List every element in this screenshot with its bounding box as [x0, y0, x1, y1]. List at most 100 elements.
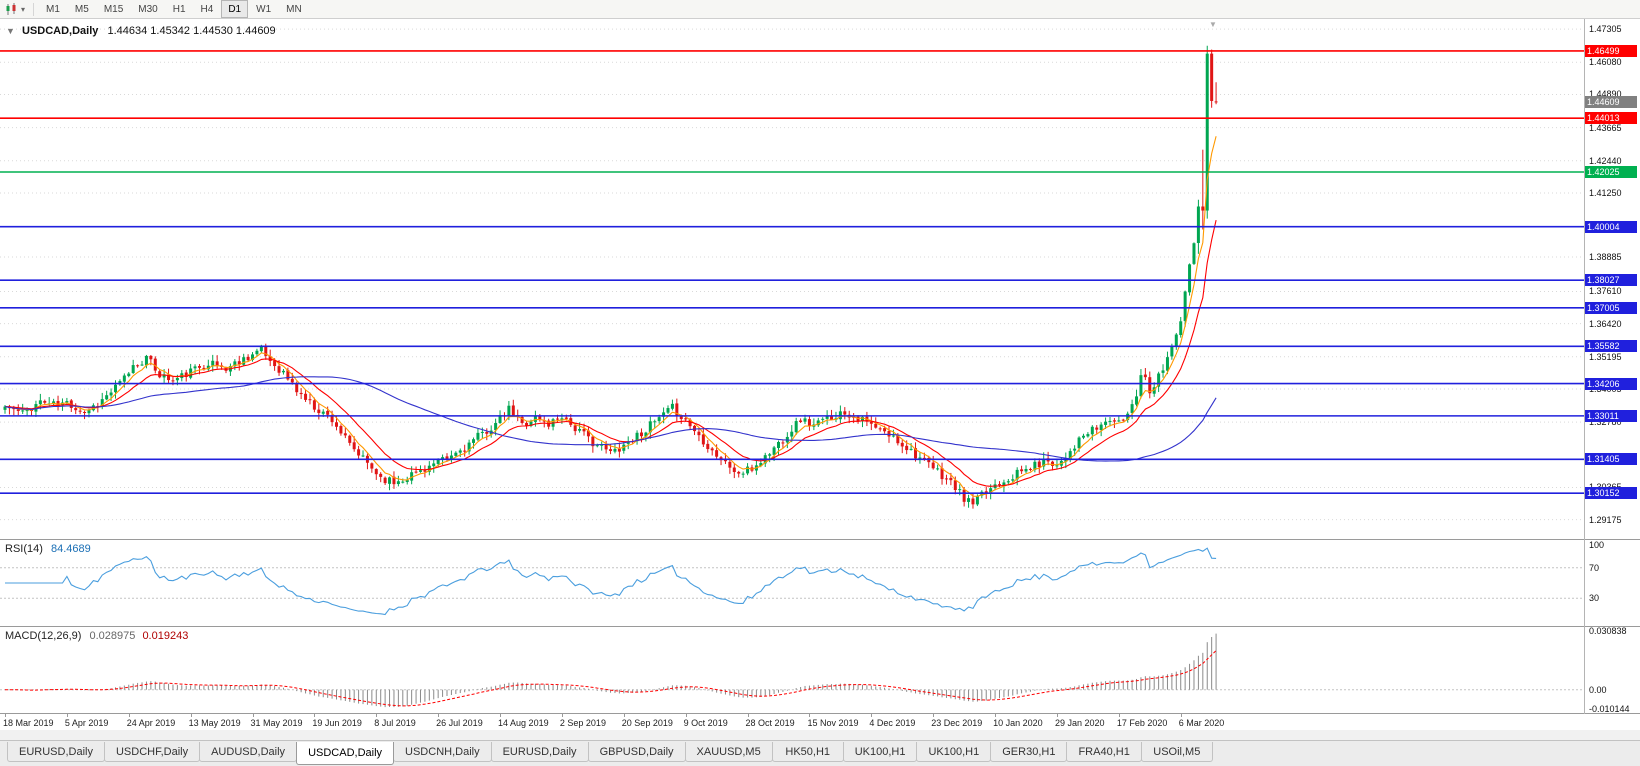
candlestick-chart-icon[interactable] — [3, 1, 21, 18]
price-gridlines — [0, 28, 1584, 521]
timeframe-button-h4[interactable]: H4 — [200, 3, 214, 15]
timeframe-button-group: M1 M5 M15 M30 H1 H4 D1 W1 MN — [39, 0, 310, 19]
chart-shift-marker-icon[interactable]: ▼ — [1209, 20, 1217, 29]
date-tick — [252, 714, 254, 717]
date-tick — [66, 714, 68, 717]
chart-tab-xauusd-m5[interactable]: XAUUSD,M5 — [684, 742, 773, 762]
timeframe-button-h1[interactable]: H1 — [172, 3, 186, 15]
chart-tab-hk50-h1[interactable]: HK50,H1 — [771, 742, 844, 762]
chart-tabs-bar: EURUSD,Daily USDCHF,Daily AUDUSD,Daily USDC… — [0, 740, 1640, 766]
date-label[interactable]: 9 Oct 2019 — [683, 718, 728, 728]
moving-average-ema-5[interactable] — [4, 136, 1217, 497]
rsi-line[interactable] — [5, 547, 1217, 616]
date-label[interactable]: 20 Sep 2019 — [621, 718, 673, 728]
timeframe-button-m1[interactable]: M1 — [46, 3, 60, 15]
date-label[interactable]: 10 Jan 2020 — [993, 718, 1043, 728]
price-line-badge[interactable]: 1.40004 — [1584, 220, 1637, 233]
date-label[interactable]: 2 Sep 2019 — [559, 718, 606, 728]
chart-area[interactable]: ▼ USDCAD,Daily 1.44634 1.45342 1.44530 1… — [0, 19, 1640, 730]
macd-axis-label: -0.010144 — [1589, 704, 1630, 714]
price-line-badge[interactable]: 1.46499 — [1584, 44, 1637, 57]
chart-tab-fra40-h1[interactable]: FRA40,H1 — [1066, 742, 1142, 762]
moving-average-sma-55[interactable] — [4, 376, 1217, 462]
date-label[interactable]: 4 Dec 2019 — [869, 718, 916, 728]
timeframe-button-d1[interactable]: D1 — [221, 0, 249, 18]
date-label[interactable]: 6 Mar 2020 — [1178, 718, 1225, 728]
date-label[interactable]: 31 May 2019 — [250, 718, 303, 728]
timeframe-button-m5[interactable]: M5 — [74, 3, 89, 15]
date-label[interactable]: 26 Jul 2019 — [436, 718, 483, 728]
current-price-badge[interactable]: 1.44609 — [1584, 96, 1637, 109]
date-label[interactable]: 28 Oct 2019 — [745, 718, 795, 728]
date-label[interactable]: 24 Apr 2019 — [126, 718, 176, 728]
price-line-badge[interactable]: 1.38027 — [1584, 274, 1637, 287]
price-line-badge[interactable]: 1.34206 — [1584, 377, 1637, 390]
chart-tab-usoil-m5[interactable]: USOil,M5 — [1140, 742, 1213, 762]
date-tick — [128, 714, 130, 717]
chart-tab-ger30-h1[interactable]: GER30,H1 — [990, 742, 1068, 762]
chart-tab-usdcnh-daily[interactable]: USDCNH,Daily — [393, 742, 492, 762]
date-label[interactable]: 13 May 2019 — [188, 718, 241, 728]
price-line-badge[interactable]: 1.44013 — [1584, 112, 1637, 125]
chart-tab-eurusd-daily[interactable]: EURUSD,Daily — [490, 742, 589, 762]
date-tick — [190, 714, 192, 717]
chart-symbol-label: USDCAD,Daily — [21, 25, 99, 37]
chart-type-dropdown-caret-icon[interactable]: ▾ — [21, 4, 26, 14]
price-line-badge[interactable]: 1.35582 — [1584, 340, 1637, 353]
price-axis-label: 1.32780 — [1589, 417, 1622, 428]
macd-histogram — [8, 633, 1217, 708]
candles — [3, 45, 1218, 509]
date-label[interactable]: 14 Aug 2019 — [498, 718, 549, 728]
price-axis-label: 1.46080 — [1589, 57, 1622, 68]
chart-menu-icon[interactable]: ▼ — [6, 26, 15, 36]
price-axis-label: 1.35195 — [1589, 351, 1622, 362]
chart-ohlc-values: 1.44634 1.45342 1.44530 1.44609 — [107, 25, 276, 37]
date-label[interactable]: 15 Nov 2019 — [807, 718, 859, 728]
moving-average-ema-13[interactable] — [4, 219, 1217, 487]
timeframe-button-w1[interactable]: W1 — [256, 3, 272, 15]
chart-title: ▼ USDCAD,Daily 1.44634 1.45342 1.44530 1… — [6, 25, 276, 37]
price-line-badge[interactable]: 1.31405 — [1584, 453, 1637, 466]
date-label[interactable]: 18 Mar 2019 — [3, 718, 54, 728]
date-tick — [376, 714, 378, 717]
timeframe-button-mn[interactable]: MN — [286, 3, 302, 15]
date-label[interactable]: 5 Apr 2019 — [64, 718, 109, 728]
macd-main-value: 0.028975 — [89, 630, 136, 642]
price-chart-canvas[interactable] — [0, 19, 1584, 539]
date-label[interactable]: 23 Dec 2019 — [931, 718, 983, 728]
rsi-macd-panel-divider[interactable] — [0, 626, 1640, 627]
price-line-badge[interactable]: 1.33011 — [1584, 409, 1637, 422]
chart-tab-uk100-h1[interactable]: UK100,H1 — [916, 742, 992, 762]
axis-separator-line — [1584, 19, 1585, 714]
price-line-badge[interactable]: 1.42025 — [1584, 165, 1637, 178]
macd-axis-label: 0.00 — [1589, 684, 1607, 695]
chart-tab-uk100-h1[interactable]: UK100,H1 — [842, 742, 918, 762]
price-rsi-panel-divider[interactable] — [0, 539, 1640, 540]
date-label[interactable]: 19 Jun 2019 — [312, 718, 362, 728]
rsi-axis-label: 70 — [1589, 562, 1600, 573]
chart-tab-eurusd-daily[interactable]: EURUSD,Daily — [7, 742, 105, 762]
price-axis-label: 1.29175 — [1589, 514, 1622, 525]
chart-tab-gbpusd-daily[interactable]: GBPUSD,Daily — [587, 742, 686, 762]
macd-name: MACD(12,26,9) — [5, 630, 82, 642]
date-tick — [871, 714, 873, 717]
candlestick-chart-icon-glyph — [6, 2, 16, 15]
timeframe-button-m15[interactable]: M15 — [103, 3, 124, 15]
chart-tab-usdcad-daily[interactable]: USDCAD,Daily — [296, 742, 395, 765]
macd-indicator-canvas[interactable] — [0, 627, 1584, 713]
date-label[interactable]: 29 Jan 2020 — [1054, 718, 1105, 728]
chart-tab-audusd-daily[interactable]: AUDUSD,Daily — [199, 742, 298, 762]
price-line-badge[interactable]: 1.30152 — [1584, 487, 1637, 500]
macd-signal-line[interactable] — [5, 650, 1217, 707]
horizontal-scrollbar[interactable] — [0, 730, 1640, 740]
chart-tab-usdchf-daily[interactable]: USDCHF,Daily — [103, 742, 201, 762]
macd-dateaxis-divider — [0, 713, 1640, 714]
timeframe-button-m30[interactable]: M30 — [138, 3, 158, 15]
date-label[interactable]: 17 Feb 2020 — [1116, 718, 1168, 728]
date-tick — [438, 714, 440, 717]
rsi-indicator-canvas[interactable] — [0, 540, 1584, 626]
toolbar-separator — [33, 2, 35, 16]
price-line-badge[interactable]: 1.37005 — [1584, 301, 1637, 314]
date-label[interactable]: 8 Jul 2019 — [374, 718, 416, 728]
